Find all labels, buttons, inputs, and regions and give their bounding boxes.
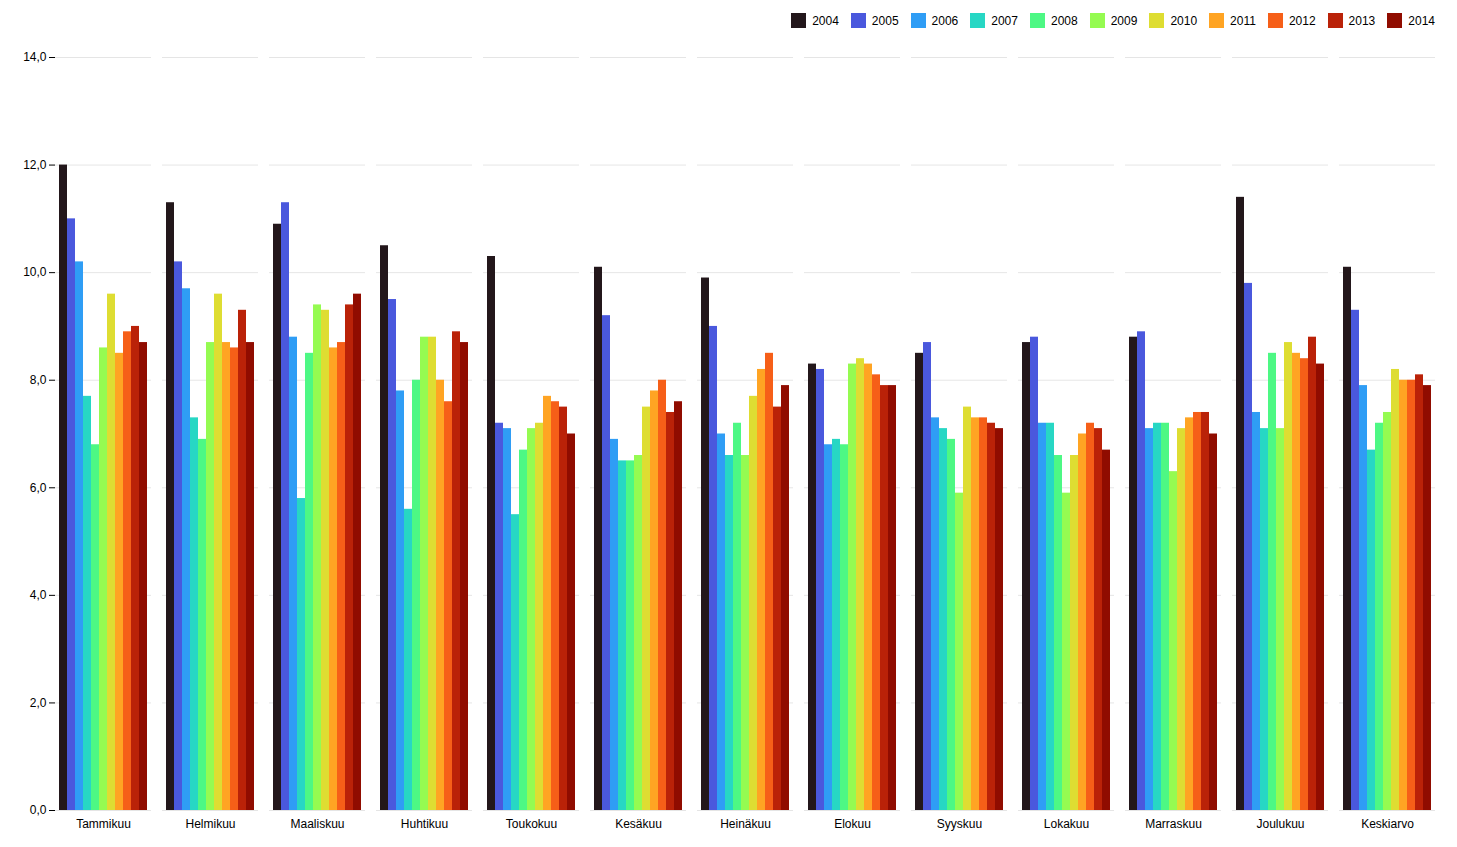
html-text:2011: 2011 [1230, 13, 1256, 28]
svg-text:Lokakuu: Lokakuu [1044, 817, 1089, 831]
html-text:2009: 2009 [1110, 13, 1138, 28]
svg-text:Helmikuu: Helmikuu [185, 817, 235, 831]
html-text:2010: 2010 [1170, 13, 1198, 28]
svg-text:14,0: 14,0 [23, 50, 47, 64]
svg-text:2,0: 2,0 [30, 696, 47, 710]
svg-text:Syyskuu: Syyskuu [937, 817, 982, 831]
svg-text:12,0: 12,0 [23, 158, 47, 172]
svg-text:4,0: 4,0 [30, 588, 47, 602]
html-text:2007: 2007 [991, 13, 1018, 28]
html-text:2004: 2004 [812, 13, 839, 28]
html-text:2008: 2008 [1051, 13, 1078, 28]
svg-text:8,0: 8,0 [30, 373, 47, 387]
html-text:2006: 2006 [931, 13, 959, 28]
svg-text:Toukokuu: Toukokuu [506, 817, 557, 831]
svg-text:Tammikuu: Tammikuu [76, 817, 131, 831]
svg-text:Elokuu: Elokuu [834, 817, 871, 831]
svg-text:10,0: 10,0 [23, 265, 47, 279]
svg-text:Keskiarvo: Keskiarvo [1361, 817, 1414, 831]
html-text:2005: 2005 [871, 13, 899, 28]
svg-text:0,0: 0,0 [30, 803, 47, 817]
svg-text:Huhtikuu: Huhtikuu [401, 817, 448, 831]
svg-text:Joulukuu: Joulukuu [1256, 817, 1304, 831]
svg-text:Heinäkuu: Heinäkuu [720, 817, 771, 831]
html-text:2012: 2012 [1288, 13, 1316, 28]
svg-text:Maaliskuu: Maaliskuu [290, 817, 344, 831]
html-text:2013: 2013 [1348, 13, 1376, 28]
svg-text:Marraskuu: Marraskuu [1145, 817, 1202, 831]
html-text:2014: 2014 [1408, 13, 1435, 28]
svg-text:Kesäkuu: Kesäkuu [615, 817, 662, 831]
svg-text:6,0: 6,0 [30, 481, 47, 495]
